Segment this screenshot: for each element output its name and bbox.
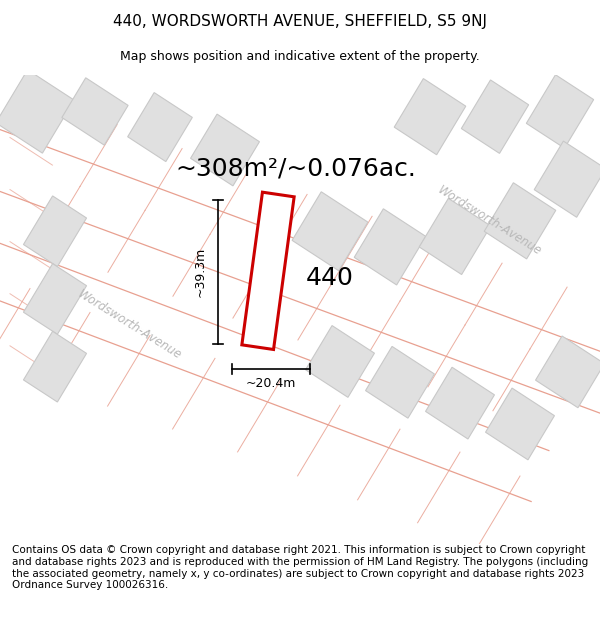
Polygon shape [536,336,600,408]
Polygon shape [305,326,374,398]
Polygon shape [0,70,74,153]
Text: Wordsworth-Avenue: Wordsworth-Avenue [76,288,184,362]
Text: Map shows position and indicative extent of the property.: Map shows position and indicative extent… [120,50,480,62]
Polygon shape [191,114,259,186]
Polygon shape [242,192,294,349]
Text: Wordsworth-Avenue: Wordsworth-Avenue [436,184,544,258]
Polygon shape [365,346,434,418]
Polygon shape [484,182,556,259]
Polygon shape [526,75,593,148]
Polygon shape [419,198,491,274]
Text: ~308m²/~0.076ac.: ~308m²/~0.076ac. [175,157,416,181]
Text: 440: 440 [306,266,354,290]
Polygon shape [292,192,368,271]
Text: Contains OS data © Crown copyright and database right 2021. This information is : Contains OS data © Crown copyright and d… [12,545,588,590]
Polygon shape [394,79,466,155]
Polygon shape [23,331,86,402]
Text: ~39.3m: ~39.3m [193,247,206,297]
Polygon shape [425,368,494,439]
Text: ~20.4m: ~20.4m [246,377,296,390]
Polygon shape [23,264,86,334]
Polygon shape [534,141,600,218]
Polygon shape [128,92,193,162]
Polygon shape [23,196,86,267]
Polygon shape [485,388,554,460]
Text: 440, WORDSWORTH AVENUE, SHEFFIELD, S5 9NJ: 440, WORDSWORTH AVENUE, SHEFFIELD, S5 9N… [113,14,487,29]
Polygon shape [354,209,426,285]
Polygon shape [461,80,529,153]
Polygon shape [62,78,128,145]
